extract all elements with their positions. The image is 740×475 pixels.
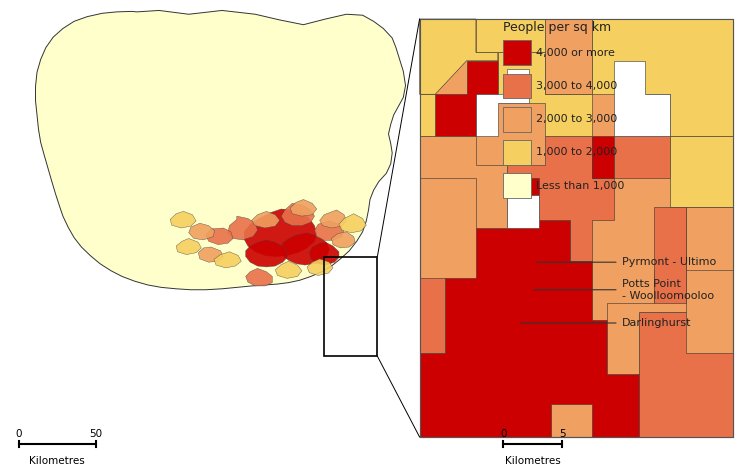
- Polygon shape: [244, 209, 317, 256]
- Polygon shape: [476, 19, 545, 52]
- Polygon shape: [592, 136, 613, 178]
- Polygon shape: [420, 278, 445, 353]
- Text: 0: 0: [500, 429, 506, 439]
- Text: Pyrmont - Ultimo: Pyrmont - Ultimo: [537, 257, 716, 267]
- Polygon shape: [670, 136, 733, 207]
- Polygon shape: [498, 52, 592, 136]
- Text: 4,000 or more: 4,000 or more: [536, 48, 616, 58]
- Polygon shape: [246, 268, 272, 286]
- Polygon shape: [246, 240, 287, 267]
- Polygon shape: [176, 238, 201, 255]
- Text: 3,000 to 4,000: 3,000 to 4,000: [536, 81, 618, 91]
- Text: Potts Point
- Woolloomooloo: Potts Point - Woolloomooloo: [534, 279, 713, 301]
- Text: 1,000 to 2,000: 1,000 to 2,000: [536, 147, 618, 158]
- Polygon shape: [332, 232, 355, 248]
- Polygon shape: [309, 242, 339, 265]
- Polygon shape: [608, 270, 686, 374]
- Polygon shape: [545, 19, 592, 94]
- Polygon shape: [420, 178, 639, 437]
- Text: 50: 50: [90, 429, 103, 439]
- Polygon shape: [36, 10, 406, 290]
- Bar: [420, 19, 733, 437]
- Polygon shape: [290, 200, 317, 216]
- Polygon shape: [507, 136, 613, 261]
- Bar: [324, 256, 377, 356]
- Polygon shape: [320, 210, 346, 228]
- Polygon shape: [639, 312, 733, 437]
- Polygon shape: [339, 214, 366, 233]
- Polygon shape: [613, 136, 670, 178]
- Polygon shape: [686, 207, 733, 270]
- Polygon shape: [654, 207, 686, 303]
- Polygon shape: [314, 221, 344, 240]
- Polygon shape: [228, 216, 258, 240]
- Polygon shape: [281, 203, 314, 226]
- Polygon shape: [275, 261, 302, 278]
- Polygon shape: [476, 69, 529, 136]
- Text: 0: 0: [16, 429, 21, 439]
- Text: People per sq km: People per sq km: [503, 21, 611, 34]
- Bar: [503, 107, 531, 132]
- Text: Less than 1,000: Less than 1,000: [536, 180, 625, 191]
- Polygon shape: [307, 259, 333, 275]
- Bar: [503, 74, 531, 98]
- Bar: [503, 40, 531, 65]
- Polygon shape: [170, 211, 196, 228]
- Text: Kilometres: Kilometres: [30, 456, 85, 466]
- Polygon shape: [420, 136, 507, 228]
- Polygon shape: [592, 19, 733, 136]
- Polygon shape: [435, 61, 498, 136]
- Polygon shape: [507, 178, 539, 228]
- Text: Kilometres: Kilometres: [505, 456, 561, 466]
- Polygon shape: [206, 228, 233, 245]
- Polygon shape: [281, 233, 329, 265]
- Polygon shape: [214, 252, 241, 268]
- Polygon shape: [189, 223, 215, 240]
- Text: 2,000 to 3,000: 2,000 to 3,000: [536, 114, 618, 124]
- Polygon shape: [613, 61, 670, 136]
- Text: 5: 5: [559, 429, 565, 439]
- Text: Darlinghurst: Darlinghurst: [521, 318, 691, 328]
- Polygon shape: [420, 19, 498, 94]
- Polygon shape: [198, 247, 223, 262]
- Bar: [420, 19, 733, 437]
- Polygon shape: [420, 94, 435, 136]
- Polygon shape: [252, 211, 280, 228]
- Bar: [503, 173, 531, 198]
- Bar: [503, 140, 531, 165]
